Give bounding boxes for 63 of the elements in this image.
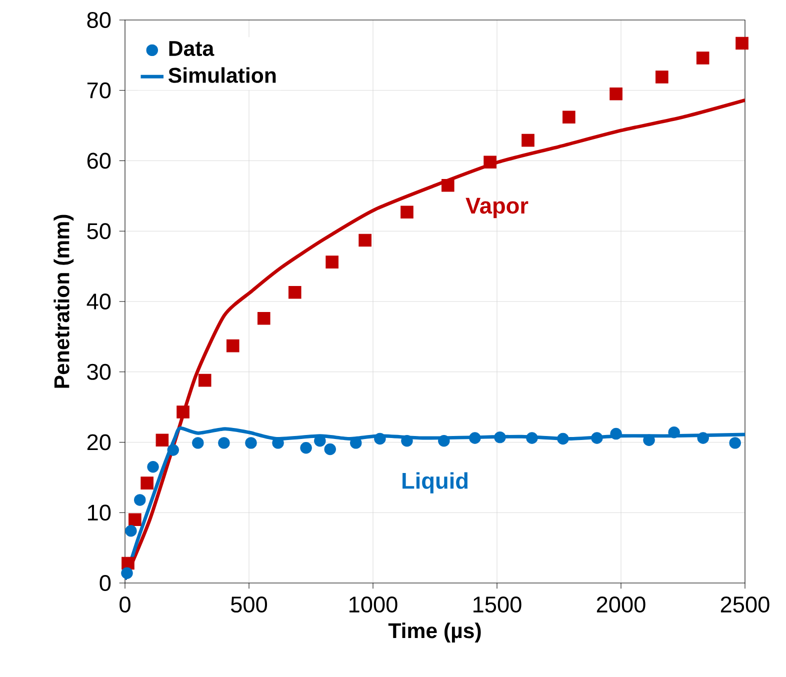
legend-label: Data [169, 41, 214, 56]
point [729, 437, 741, 449]
x-tick-label: 0 [120, 596, 130, 613]
point [401, 434, 413, 447]
point [441, 178, 454, 192]
y-tick-label: 70 [87, 82, 111, 98]
point [226, 339, 240, 352]
y-tick-label: 20 [87, 434, 111, 450]
point [374, 432, 386, 445]
point [324, 443, 336, 456]
point [167, 444, 179, 456]
point [134, 494, 146, 506]
point [358, 234, 372, 247]
point [484, 156, 496, 169]
point [591, 432, 603, 444]
x-axis-title: Time (µs) [388, 622, 481, 642]
point [147, 461, 159, 473]
y-tick-label: 30 [87, 364, 111, 380]
point [438, 434, 450, 447]
annotation: Vapor [466, 198, 528, 218]
x-tick-label: 2500 [720, 596, 770, 613]
point [128, 513, 142, 526]
point [300, 442, 312, 454]
y-tick-label: 0 [100, 574, 111, 592]
x-tick-label: 2000 [596, 596, 646, 613]
point [610, 428, 622, 440]
y-tick-label: 50 [87, 223, 111, 240]
point [257, 312, 270, 325]
point [736, 36, 748, 50]
point [610, 87, 622, 100]
point [643, 434, 655, 446]
point [121, 567, 133, 580]
point [176, 406, 190, 418]
point [696, 52, 710, 64]
point [526, 432, 538, 444]
point [557, 432, 569, 445]
legend-label: Simulation [168, 67, 276, 83]
point [326, 256, 338, 268]
y-tick-label: 10 [88, 504, 111, 521]
point [656, 70, 668, 84]
point [245, 437, 257, 449]
point [400, 206, 414, 219]
y-tick-label: 80 [87, 12, 111, 28]
point [218, 437, 230, 449]
point [697, 432, 709, 444]
point [288, 286, 302, 299]
x-tick-label: 1000 [350, 596, 398, 613]
annotation: Liquid [402, 472, 468, 494]
x-tick-label: 500 [230, 596, 268, 613]
point [125, 525, 137, 537]
y-tick-label: 60 [87, 152, 111, 169]
y-tick-label: 40 [86, 293, 111, 310]
x-tick-label: 1500 [474, 596, 522, 613]
point [140, 476, 154, 490]
point [198, 374, 212, 387]
point [469, 432, 481, 444]
point [156, 434, 169, 447]
point [192, 437, 204, 449]
point [668, 426, 680, 438]
point [522, 134, 534, 147]
point [494, 431, 506, 444]
y-axis-title: Penetration (mm) [54, 214, 74, 388]
point [562, 110, 576, 124]
